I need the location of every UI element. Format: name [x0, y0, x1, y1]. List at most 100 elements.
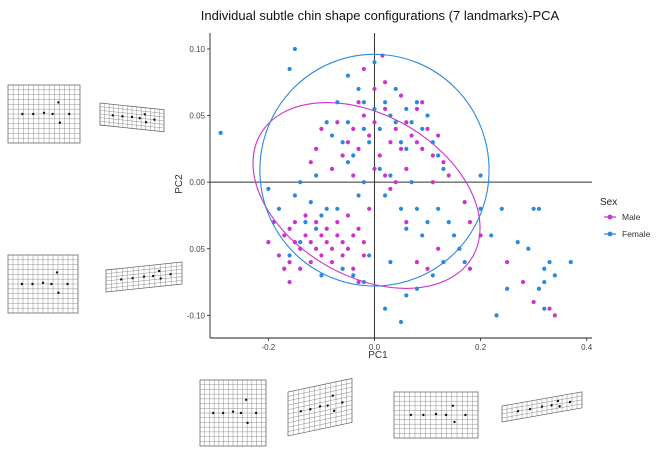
landmark	[318, 405, 322, 408]
data-point-female	[361, 100, 366, 105]
data-point-female	[329, 133, 335, 138]
landmark	[57, 101, 60, 104]
data-point-female	[547, 259, 552, 265]
landmark	[326, 404, 329, 407]
data-point-female	[351, 273, 356, 278]
plot-panel: -0.2 0.0 0.2 0.4 0.10 0.05 0.00 0.05 -0.10	[187, 33, 593, 352]
series-male	[252, 53, 557, 318]
data-point-female	[536, 286, 542, 291]
data-point-male	[367, 133, 372, 138]
data-point-male	[287, 279, 292, 285]
data-point-female	[436, 153, 441, 158]
grid-bottom-d	[501, 391, 583, 423]
y-tick-label: 0.00	[189, 178, 205, 187]
data-point-female	[319, 213, 324, 218]
data-point-female	[404, 293, 409, 298]
data-point-female	[420, 126, 425, 131]
landmark	[231, 410, 235, 413]
data-point-male	[298, 266, 303, 271]
data-point-male	[414, 106, 420, 112]
grid-line	[106, 280, 182, 289]
data-point-female	[324, 120, 329, 125]
landmark	[422, 413, 425, 417]
legend-label-male: Male	[622, 212, 641, 222]
data-point-female	[292, 193, 297, 198]
data-point-female	[356, 193, 361, 198]
data-point-female	[436, 206, 441, 211]
data-point-female	[298, 180, 303, 185]
data-point-female	[388, 113, 393, 118]
data-point-male	[467, 220, 473, 225]
data-point-male	[531, 299, 536, 305]
data-point-male	[345, 246, 351, 251]
grid-line	[100, 117, 164, 125]
grid-line	[288, 408, 352, 423]
data-point-male	[319, 253, 324, 258]
data-point-male	[282, 233, 287, 238]
data-point-male	[361, 253, 366, 258]
data-point-female	[340, 140, 345, 145]
data-point-female	[324, 206, 329, 211]
data-point-female	[372, 60, 377, 65]
landmark	[332, 409, 336, 413]
data-point-female	[393, 120, 398, 125]
data-point-male	[340, 240, 345, 245]
data-point-male	[292, 240, 297, 245]
data-point-female	[409, 180, 414, 185]
data-point-female	[451, 233, 457, 238]
grid-line	[100, 121, 164, 129]
data-point-female	[382, 193, 388, 198]
grid-line	[288, 413, 352, 428]
landmark	[516, 409, 520, 413]
data-point-female	[292, 46, 297, 52]
landmark	[444, 413, 448, 417]
data-point-female	[542, 266, 547, 271]
landmark	[158, 269, 161, 273]
data-point-female	[303, 220, 308, 225]
data-point-female	[308, 200, 313, 205]
legend-dot-female	[607, 231, 613, 237]
landmark	[254, 411, 258, 415]
data-point-male	[388, 140, 393, 145]
landmark	[245, 398, 248, 401]
data-point-male	[351, 233, 356, 238]
data-point-female	[266, 186, 271, 191]
landmark	[111, 114, 115, 117]
data-point-female	[377, 126, 382, 131]
landmark	[246, 421, 249, 425]
data-point-female	[388, 173, 393, 178]
grid-line	[502, 395, 582, 411]
data-point-female	[404, 226, 409, 231]
data-point-female	[489, 233, 494, 238]
chart-title: Individual subtle chin shape configurati…	[201, 8, 560, 23]
data-point-male	[324, 226, 329, 231]
landmark	[169, 273, 172, 276]
data-point-female	[478, 206, 483, 211]
landmark	[57, 291, 60, 294]
data-point-female	[335, 100, 340, 105]
landmark	[341, 401, 344, 404]
x-tick-label: 0.2	[475, 343, 487, 352]
data-point-male	[425, 266, 430, 271]
data-point-female	[372, 106, 377, 112]
legend-label-female: Female	[622, 229, 651, 239]
landmark	[453, 420, 456, 424]
landmark	[299, 410, 303, 413]
data-point-male	[351, 173, 356, 178]
legend: Sex Male Female	[600, 197, 651, 239]
landmark	[331, 394, 334, 397]
data-point-male	[425, 126, 430, 131]
grid-left-top-a	[7, 84, 81, 144]
data-point-female	[345, 120, 351, 125]
data-point-male	[372, 166, 377, 171]
data-point-female	[531, 206, 536, 211]
landmark	[556, 399, 560, 403]
y-axis-label: PC2	[174, 174, 185, 194]
data-point-female	[382, 100, 388, 105]
landmark	[121, 115, 124, 118]
data-point-male	[393, 126, 398, 131]
data-point-female	[457, 246, 462, 251]
data-point-male	[351, 126, 356, 131]
data-point-male	[308, 259, 313, 265]
landmark	[464, 413, 467, 417]
